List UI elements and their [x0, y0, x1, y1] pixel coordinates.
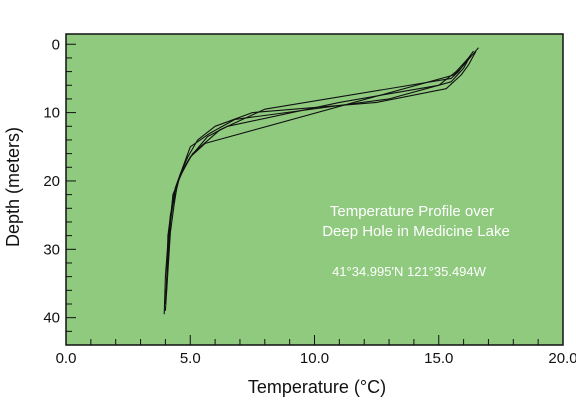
- profile-line-4: [166, 50, 474, 284]
- y-tick-label: 30: [43, 241, 60, 258]
- annotation-title-line2: Deep Hole in Medicine Lake: [322, 223, 510, 240]
- y-tick-label: 0: [52, 36, 60, 53]
- x-axis-title: Temperature (°C): [248, 377, 386, 397]
- axis-tick-labels: 0.0 5.0 10.0 15.0 20.0 0 10 20 30 40: [43, 36, 576, 367]
- x-tick-label: 0.0: [56, 350, 77, 367]
- x-tick-label: 15.0: [424, 350, 453, 367]
- y-tick-label: 10: [43, 105, 60, 122]
- x-tick-label: 5.0: [180, 350, 201, 367]
- x-tick-label: 20.0: [548, 350, 576, 367]
- axis-ticks: [65, 43, 564, 346]
- y-axis-title: Depth (meters): [3, 127, 23, 247]
- profile-line-5: [164, 47, 479, 311]
- y-tick-label: 40: [43, 310, 60, 327]
- annotation-title-line1: Temperature Profile over: [330, 203, 494, 220]
- profile-lines: [163, 47, 479, 315]
- plot-area: [65, 33, 564, 346]
- x-tick-label: 10.0: [300, 350, 329, 367]
- annotation-coordinates: 41°34.995'N 121°35.494W: [332, 264, 487, 279]
- y-tick-label: 20: [43, 173, 60, 190]
